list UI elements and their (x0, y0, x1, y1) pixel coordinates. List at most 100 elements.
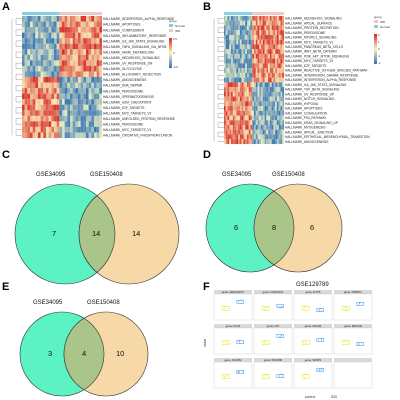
heatB-cell (252, 39, 255, 45)
heatB-cell (246, 34, 249, 40)
heatB-cell (227, 25, 230, 31)
heatA-cell (40, 132, 44, 139)
heatB-cell (276, 39, 279, 45)
heatA-cell (75, 104, 79, 111)
heatB-cell (266, 129, 269, 135)
heatB-cell (259, 101, 262, 107)
heatA-cell (64, 77, 68, 83)
heatB-cell (245, 115, 247, 121)
heatB-cell (280, 44, 283, 50)
heatA-cell (24, 43, 28, 50)
facet-strip (334, 324, 372, 328)
facet-control-point (347, 341, 349, 343)
heatB-cell (259, 96, 262, 102)
heatA-cell (80, 88, 84, 94)
heatA-cell (80, 110, 84, 116)
heatA-cell (88, 32, 92, 39)
heatB-cell (269, 25, 272, 31)
heatA-cell (54, 65, 57, 72)
heatB-row-label: HALLMARK_UV_RESPONSE_UP (285, 92, 334, 96)
facet-control-point (305, 374, 307, 376)
heatB-cell (275, 129, 277, 135)
heatB-cell (224, 101, 226, 107)
heatB-cell (227, 134, 230, 140)
heatA-cell (30, 65, 33, 72)
facet-title: gene: KLF4 (226, 324, 241, 328)
heatB-cell (255, 49, 258, 54)
facet-idd-point (360, 301, 362, 303)
heatB-cell (276, 30, 279, 36)
heatB-cell (238, 134, 240, 140)
heatA-cell (80, 49, 84, 55)
heatB-cell (271, 115, 274, 121)
heatB-cell (276, 34, 279, 40)
heatA-cell (99, 82, 103, 89)
heatA-cell (80, 32, 84, 39)
heatB-cell (257, 63, 260, 69)
heatB-cell (231, 115, 233, 121)
venn-c: GSE34095 GSE150408 7 14 14 (14, 172, 180, 285)
heatB-cell (231, 91, 233, 97)
heatA-cell (80, 93, 84, 100)
heatB-cell (259, 115, 262, 121)
heatB-cell (231, 39, 233, 45)
heatA-cell (40, 21, 44, 28)
heatA-cell (22, 115, 25, 122)
heatB-cell (229, 16, 232, 21)
heatB-cell (245, 63, 247, 69)
heatB-cell (238, 25, 240, 31)
heatB-group-cell (239, 12, 242, 15)
heatA-cell (72, 115, 76, 122)
heatB-cell (238, 39, 240, 45)
heatA-cell (70, 126, 73, 133)
heatA-cell (86, 93, 89, 100)
heatB-cell (278, 115, 281, 121)
heatB-row-label: HALLMARK_MTORC1_SIGNALING (285, 36, 337, 40)
heatmap-b-row-labels: HALLMARK_HEDGEHOG_SIGNALINGHALLMARK_APIC… (285, 17, 370, 144)
heatA-cell (72, 93, 76, 100)
heatA-cell (56, 110, 60, 116)
heatB-cell (225, 53, 228, 59)
heatB-cell (250, 34, 253, 40)
heatA-cell (86, 65, 89, 72)
facet-idd-point (319, 308, 321, 310)
heatA-cell (46, 104, 49, 111)
heatA-cell (54, 43, 57, 50)
heatmap-b-scale-tick: 1 (378, 40, 380, 44)
heatB-cell (232, 87, 235, 92)
heatA-cell (88, 38, 92, 44)
heatB-cell (224, 30, 226, 36)
heatA-group-cell (72, 12, 76, 15)
heatA-cell (51, 99, 55, 105)
heatB-group-cell (248, 12, 251, 15)
heatB-cell (238, 68, 240, 73)
heatB-cell (229, 129, 232, 135)
heatB-cell (254, 63, 256, 69)
heatB-cell (231, 72, 233, 78)
heatA-cell (54, 110, 57, 116)
heatA-cell (35, 88, 39, 94)
heatA-group-cell (80, 12, 84, 15)
heatB-cell (282, 139, 285, 145)
heatB-cell (236, 110, 239, 116)
facet-title: gene: CDKN2A1 (263, 290, 284, 294)
heatB-cell (243, 72, 246, 78)
facet-panel (213, 327, 253, 355)
heatB-cell (273, 139, 276, 145)
heatA-cell (22, 43, 25, 50)
heatB-cell (264, 49, 267, 54)
heatA-cell (51, 16, 55, 22)
heatB-row-label: HALLMARK_APOPTOSIS (285, 107, 322, 111)
venn-c-overlap-region (78, 195, 116, 273)
facet-strip (294, 358, 332, 362)
heatA-cell (72, 132, 76, 139)
facet-control-point (304, 305, 306, 307)
heatB-cell (252, 58, 255, 64)
heatA-cell (38, 104, 41, 111)
heatB-cell (268, 63, 270, 69)
heatB-cell (231, 101, 233, 107)
heatB-cell (248, 91, 251, 97)
heatB-row-label: HALLMARK_APICAL_SURFACE (285, 21, 332, 25)
facet-panel (253, 327, 293, 355)
heatA-cell (67, 65, 71, 72)
